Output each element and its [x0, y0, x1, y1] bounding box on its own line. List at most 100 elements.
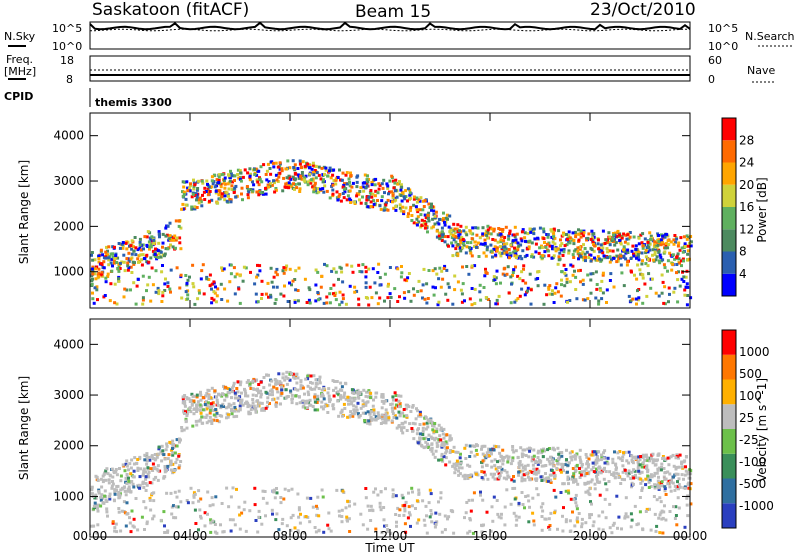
echo-cell: [101, 253, 105, 257]
echo-cell: [144, 506, 148, 510]
echo-cell: [593, 460, 597, 464]
echo-cell: [111, 255, 115, 259]
echo-cell: [255, 190, 259, 194]
echo-cell: [275, 491, 279, 495]
echo-cell: [422, 205, 426, 208]
echo-cell: [332, 394, 336, 398]
echo-cell: [253, 167, 256, 171]
echo-cell: [147, 275, 151, 279]
echo-cell: [399, 188, 403, 192]
echo-cell: [97, 254, 101, 258]
echo-cell: [215, 398, 219, 402]
echo-cell: [418, 208, 422, 212]
echo-cell: [676, 278, 680, 282]
echo-cell: [238, 301, 242, 305]
echo-cell: [262, 408, 266, 412]
echo-cell: [206, 193, 210, 197]
echo-cell: [230, 187, 234, 191]
echo-cell: [613, 237, 617, 241]
echo-cell: [205, 179, 209, 183]
echo-cell: [143, 235, 147, 239]
echo-cell: [420, 223, 424, 227]
echo-cell: [528, 272, 532, 276]
echo-cell: [557, 229, 561, 233]
echo-cell: [535, 467, 539, 471]
echo-cell: [685, 303, 689, 307]
echo-cell: [373, 194, 377, 198]
echo-cell: [653, 512, 657, 516]
echo-cell: [531, 511, 535, 515]
echo-cell: [211, 401, 215, 405]
echo-cell: [480, 447, 483, 451]
echo-cell: [261, 192, 265, 196]
echo-cell: [268, 181, 272, 185]
echo-cell: [516, 246, 520, 250]
echo-cell: [417, 220, 421, 224]
echo-cell: [597, 238, 600, 242]
echo-cell: [122, 295, 126, 299]
echo-cell: [319, 285, 323, 289]
echo-cell: [630, 485, 633, 489]
echo-cell: [620, 271, 624, 275]
echo-cell: [174, 461, 178, 465]
echo-cell: [546, 235, 550, 239]
echo-cell: [415, 407, 418, 411]
echo-cell: [298, 190, 302, 193]
echo-cell: [627, 237, 631, 241]
colorbar-tick-label: 8: [739, 245, 747, 259]
echo-cell: [192, 412, 196, 416]
echo-cell: [489, 243, 493, 247]
echo-cell: [377, 413, 381, 417]
echo-cell: [198, 405, 202, 409]
echo-cell: [315, 171, 319, 175]
echo-cell: [583, 298, 587, 302]
echo-cell: [283, 185, 287, 189]
echo-cell: [547, 286, 551, 289]
echo-cell: [584, 490, 588, 494]
echo-cell: [558, 251, 562, 255]
echo-cell: [634, 297, 638, 301]
echo-cell: [507, 455, 511, 459]
echo-cell: [619, 457, 623, 461]
echo-cell: [686, 494, 690, 498]
echo-cell: [548, 473, 552, 477]
power-colorbar-label: Power [dB]: [755, 177, 769, 242]
echo-cell: [645, 246, 649, 250]
y-tick-label: 2000: [53, 219, 84, 233]
echo-cell: [323, 172, 326, 176]
echo-cell: [598, 480, 602, 484]
echo-cell: [523, 236, 527, 240]
echo-cell: [497, 472, 501, 476]
echo-cell: [394, 178, 398, 182]
echo-cell: [548, 462, 552, 466]
echo-cell: [442, 211, 445, 215]
echo-cell: [449, 228, 453, 232]
echo-cell: [108, 473, 112, 477]
echo-cell: [425, 301, 429, 305]
echo-cell: [354, 410, 358, 414]
echo-cell: [495, 246, 499, 250]
echo-cell: [684, 285, 688, 289]
echo-cell: [543, 250, 547, 254]
echo-cell: [272, 275, 276, 279]
echo-cell: [213, 185, 217, 189]
echo-cell: [371, 267, 375, 271]
echo-cell: [125, 288, 129, 292]
echo-cell: [572, 477, 576, 481]
echo-cell: [128, 516, 131, 520]
echo-cell: [232, 415, 236, 419]
echo-cell: [350, 412, 354, 416]
echo-cell: [93, 501, 97, 505]
echo-cell: [440, 226, 444, 230]
echo-cell: [364, 202, 368, 205]
echo-cell: [99, 477, 103, 481]
echo-cell: [265, 178, 269, 182]
echo-cell: [430, 449, 434, 453]
echo-cell: [530, 241, 534, 245]
echo-cell: [453, 466, 457, 470]
echo-cell: [439, 491, 443, 495]
echo-cell: [288, 267, 292, 271]
echo-cell: [159, 450, 163, 454]
echo-cell: [97, 267, 101, 271]
echo-cell: [237, 505, 241, 509]
